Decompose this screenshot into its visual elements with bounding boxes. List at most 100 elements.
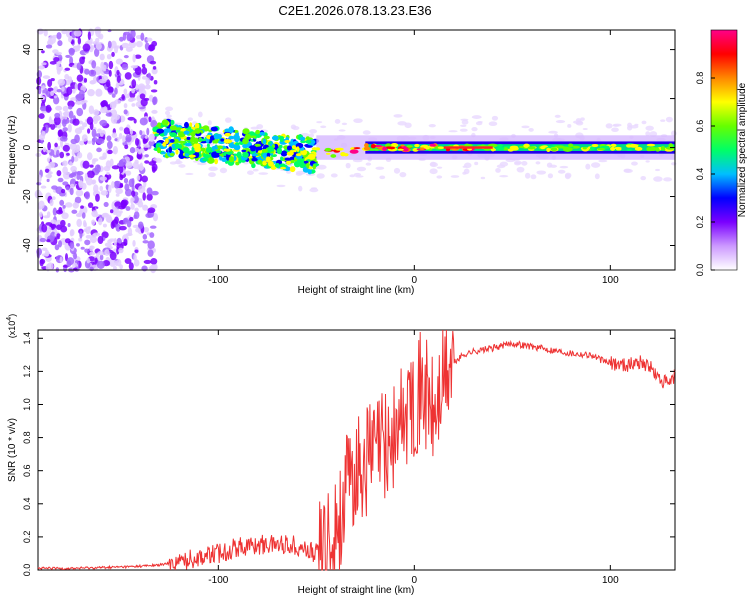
noise-cell (132, 161, 140, 170)
noise-cell (130, 197, 135, 202)
noise-cell (41, 50, 45, 54)
band-cell (567, 143, 574, 148)
noise-cell (68, 173, 75, 179)
noise-cell (78, 180, 84, 189)
spectrogram-y-ticks: -40 -20 0 20 40 (22, 44, 675, 253)
halo-cell (557, 169, 566, 174)
halo-cell (461, 119, 469, 125)
signal-cell (312, 164, 317, 170)
noise-cell (86, 128, 91, 134)
noise-cell (62, 111, 71, 116)
signal-cell (161, 151, 167, 155)
noise-cell (92, 109, 100, 116)
signal-cell (306, 162, 310, 169)
signal-cell (221, 157, 228, 163)
noise-cell (76, 62, 82, 70)
noise-cell (68, 110, 74, 120)
noise-cell (91, 210, 98, 218)
snr-y-label: SNR (10 * v/v) (7, 418, 18, 482)
band-cell (374, 148, 379, 151)
noise-cell (78, 237, 83, 242)
halo-cell (653, 176, 663, 182)
signal-cell (257, 159, 263, 165)
y-tick-label: 1.4 (22, 332, 32, 345)
colorbar-tick-label: 0.6 (695, 120, 705, 133)
signal-cell (174, 143, 180, 149)
noise-cell (53, 95, 57, 99)
band-cell (540, 145, 546, 150)
noise-cell (44, 249, 50, 257)
signal-cell (199, 138, 204, 142)
noise-cell (92, 137, 98, 143)
signal-cell (154, 133, 159, 137)
signal-cell (299, 136, 306, 141)
noise-cell (69, 187, 74, 196)
halo-cell (514, 161, 522, 166)
noise-cell (61, 118, 67, 128)
snr-y-ticks: 0.0 0.2 0.4 0.6 0.8 1.0 1.2 1.4 (22, 332, 675, 576)
noise-cell (138, 224, 144, 228)
signal-cell (169, 125, 177, 131)
noise-cell (35, 191, 43, 198)
noise-cell (91, 128, 97, 138)
noise-cell (129, 128, 133, 136)
noise-cell (60, 219, 66, 227)
halo-cell (488, 121, 498, 127)
noise-cell (134, 207, 139, 212)
noise-cell (64, 202, 73, 208)
y-tick-label: -40 (22, 238, 33, 253)
noise-cell (65, 186, 70, 191)
signal-cell (279, 135, 285, 140)
noise-cell (135, 227, 141, 233)
noise-cell (69, 143, 78, 150)
halo-cell (524, 172, 531, 179)
signal-cell (224, 132, 232, 137)
signal-cell (184, 121, 189, 129)
signal-cell (170, 119, 175, 126)
band-cell (464, 143, 473, 147)
signal-cell (194, 128, 201, 134)
noise-cell (46, 239, 51, 243)
noise-cell (91, 60, 97, 69)
signal-cell (276, 147, 283, 155)
signal-cell (305, 136, 310, 140)
noise-cell (118, 132, 123, 140)
noise-cell (87, 31, 91, 40)
noise-cell (46, 178, 50, 183)
signal-cell (157, 122, 162, 128)
noise-cell (74, 82, 78, 91)
noise-cell (108, 238, 117, 242)
noise-cell (87, 202, 94, 209)
band-cell (491, 148, 497, 152)
halo-cell (640, 175, 647, 181)
noise-cell (56, 170, 62, 177)
signal-cell (251, 157, 258, 162)
noise-cell (128, 262, 134, 271)
halo-cell (309, 188, 319, 193)
noise-cell (108, 60, 114, 70)
halo-cell (645, 125, 654, 131)
x-tick-label: 0 (412, 275, 418, 286)
noise-cell (62, 205, 66, 209)
noise-cell (128, 40, 137, 49)
noise-cell (125, 206, 131, 211)
noise-cell (139, 117, 148, 126)
noise-cell (89, 79, 97, 84)
band-cell (646, 143, 656, 147)
noise-cell (109, 258, 116, 267)
noise-cell (56, 209, 63, 215)
halo-cell (316, 173, 325, 179)
noise-cell (119, 210, 123, 214)
halo-cell (645, 131, 651, 137)
noise-cell (99, 119, 108, 127)
halo-cell (316, 164, 327, 170)
noise-cell (107, 184, 112, 194)
noise-cell (113, 265, 117, 271)
band-cell (634, 146, 643, 151)
signal-cell (295, 153, 302, 157)
halo-cell (555, 120, 566, 124)
halo-cell (345, 162, 351, 169)
noise-cell (125, 46, 133, 52)
noise-cell (64, 67, 71, 71)
